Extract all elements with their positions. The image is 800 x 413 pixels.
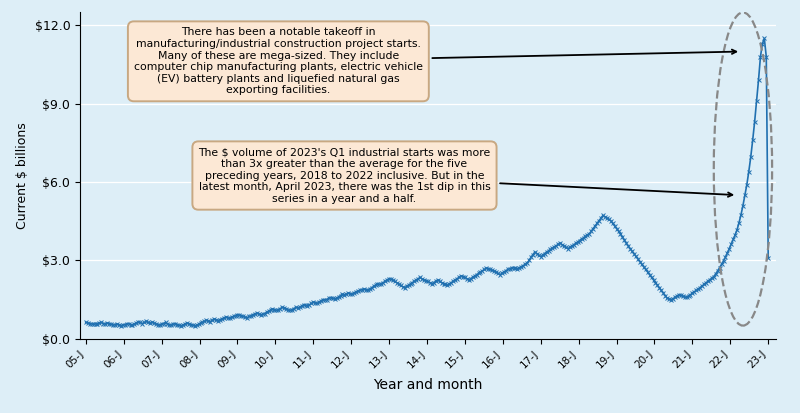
Text: The $ volume of 2023's Q1 industrial starts was more
than 3x greater than the av: The $ volume of 2023's Q1 industrial sta… (198, 147, 732, 204)
Text: There has been a notable takeoff in
manufacturing/industrial construction projec: There has been a notable takeoff in manu… (134, 27, 736, 95)
Y-axis label: Current $ billions: Current $ billions (16, 122, 29, 229)
X-axis label: Year and month: Year and month (374, 378, 482, 392)
